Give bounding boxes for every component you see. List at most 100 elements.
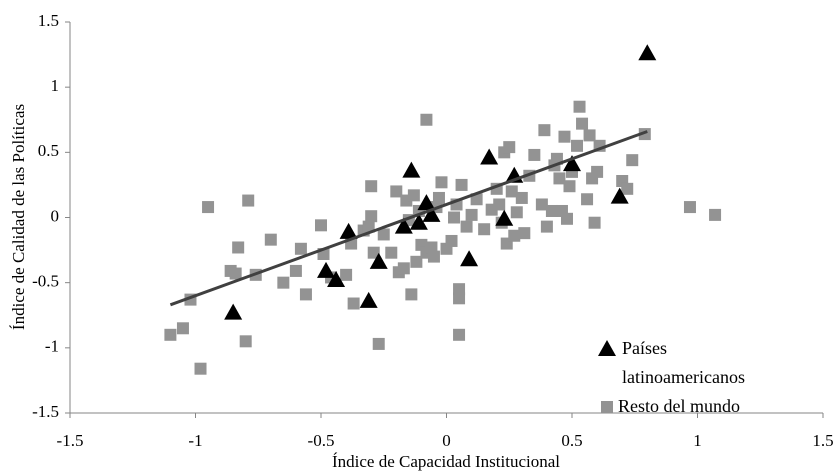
data-point (417, 194, 436, 211)
x-tick-label: -1 (188, 431, 202, 450)
x-tick-label: 0.5 (561, 431, 582, 450)
data-point (176, 322, 189, 335)
data-point (626, 154, 639, 167)
legend-label: Países latinoamericanos (622, 338, 745, 387)
data-point (229, 267, 242, 280)
data-point (407, 189, 420, 202)
legend-item: Resto del mundo (596, 392, 796, 421)
data-point (591, 165, 604, 178)
data-point (510, 206, 523, 219)
data-point (435, 176, 448, 189)
data-point (242, 194, 255, 207)
data-point (422, 205, 441, 222)
data-point (638, 128, 651, 141)
data-point (372, 337, 385, 350)
x-tick-label: 1 (693, 431, 702, 450)
data-point (377, 228, 390, 241)
data-point (571, 139, 584, 152)
data-point (610, 187, 629, 204)
data-point (420, 113, 433, 126)
y-tick-label: -1 (45, 337, 59, 356)
data-point (583, 129, 596, 142)
data-point (558, 130, 571, 143)
data-point (432, 191, 445, 204)
data-point (232, 241, 245, 254)
x-tick-label: 1.5 (812, 431, 833, 450)
data-point (340, 268, 353, 281)
trendline (169, 130, 648, 307)
data-point (289, 264, 302, 277)
data-point (410, 255, 423, 268)
legend-swatch (601, 401, 613, 413)
data-point (508, 229, 521, 242)
x-tick-label: -1.5 (57, 431, 84, 450)
data-point (409, 213, 428, 230)
data-point (339, 222, 358, 239)
data-point (347, 297, 360, 310)
data-point (453, 283, 466, 296)
y-axis-label: Índice de Calidad de las Políticas (9, 104, 28, 330)
data-point (518, 227, 531, 240)
data-point (540, 220, 553, 233)
x-tick-label: 0 (442, 431, 451, 450)
legend-label: Resto del mundo (618, 396, 740, 416)
y-tick-label: -1.5 (32, 402, 59, 421)
legend: Países latinoamericanos Resto del mundo (596, 334, 796, 421)
data-point (405, 288, 418, 301)
data-point (638, 44, 657, 61)
data-point (460, 250, 479, 267)
data-point (480, 148, 499, 165)
data-point (560, 212, 573, 225)
data-point (453, 328, 466, 341)
data-point (164, 328, 177, 341)
data-point (367, 246, 380, 259)
data-point (277, 276, 290, 289)
data-point (528, 148, 541, 161)
legend-swatch (598, 340, 616, 356)
data-point (294, 242, 307, 255)
y-tick-label: 1 (51, 76, 60, 95)
data-point (581, 193, 594, 206)
data-point (563, 180, 576, 193)
data-point (427, 250, 440, 263)
data-point (538, 124, 551, 137)
data-point (573, 100, 586, 113)
data-point (563, 155, 581, 172)
y-tick-label: 0.5 (38, 141, 59, 160)
data-point (402, 161, 421, 178)
data-point (478, 223, 491, 236)
legend-marker (601, 401, 613, 413)
data-point (224, 303, 243, 320)
data-point (709, 208, 722, 221)
data-point (369, 252, 388, 269)
data-point (394, 217, 413, 234)
data-point (455, 178, 468, 191)
data-point (315, 219, 327, 232)
data-point (194, 362, 207, 375)
data-point (505, 185, 518, 198)
data-point (299, 288, 312, 301)
data-point (553, 172, 566, 185)
data-point (445, 234, 458, 247)
data-point (359, 291, 378, 308)
data-point (545, 204, 558, 217)
x-axis-label: Índice de Capacidad Institucional (332, 452, 560, 471)
data-point (385, 246, 398, 259)
x-tick-label: -0.5 (308, 431, 335, 450)
data-point (453, 292, 466, 305)
data-point (465, 208, 478, 221)
data-point (448, 211, 461, 224)
data-point (683, 201, 696, 214)
data-point (327, 271, 346, 288)
data-point (317, 261, 336, 278)
y-tick-label: 0 (51, 206, 60, 225)
y-tick-label: 1.5 (38, 11, 59, 30)
data-point (535, 198, 548, 211)
data-point (425, 241, 438, 254)
data-point (390, 185, 403, 198)
data-point (362, 220, 375, 233)
data-point (239, 335, 252, 348)
y-tick-label: -0.5 (32, 272, 59, 291)
legend-marker (598, 340, 616, 356)
data-point (202, 201, 215, 214)
